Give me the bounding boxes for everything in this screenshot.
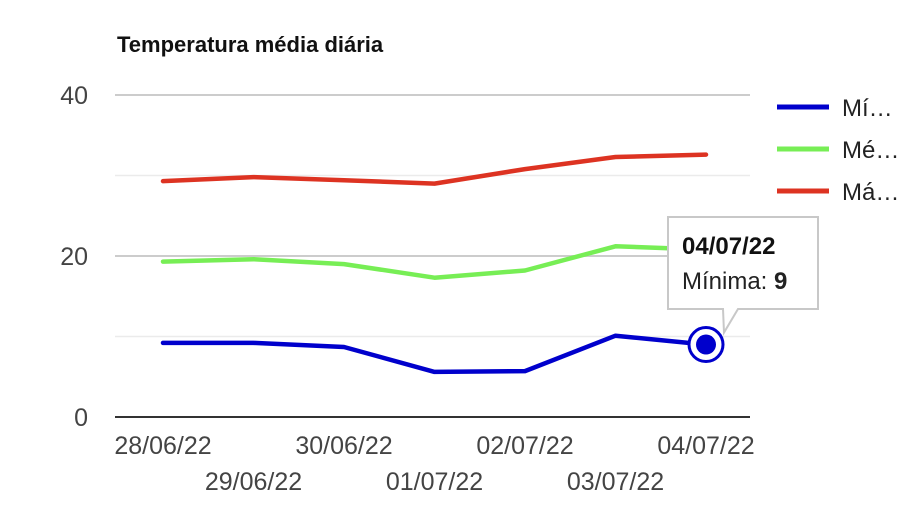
tooltip-date: 04/07/22	[682, 233, 775, 260]
tooltip: 04/07/22 Mínima: 9	[667, 216, 819, 364]
chart-title: Temperatura média diária	[117, 32, 384, 57]
series-line	[160, 244, 709, 280]
x-axis-ticks: 28/06/22 29/06/22 30/06/22 01/07/22 02/07/22…	[114, 432, 754, 496]
y-tick-label: 40	[60, 82, 88, 110]
series-line	[160, 152, 709, 186]
legend[interactable]: Mí… Mé… Má…	[777, 95, 899, 206]
x-tick-label: 03/07/22	[567, 468, 664, 496]
grid-lines	[115, 94, 750, 418]
y-tick-label: 20	[60, 243, 88, 271]
x-tick-label: 30/06/22	[295, 432, 392, 460]
tooltip-box	[667, 216, 819, 336]
legend-label: Mí…	[842, 95, 893, 122]
x-tick-label: 04/07/22	[657, 432, 754, 460]
y-axis-ticks: 0 20 40	[60, 82, 88, 432]
x-tick-label: 01/07/22	[386, 468, 483, 496]
legend-label: Mé…	[842, 137, 899, 164]
highlight-point	[696, 334, 716, 355]
series-lines	[160, 152, 709, 375]
x-tick-label: 28/06/22	[114, 432, 211, 460]
y-tick-label: 0	[74, 404, 88, 432]
tooltip-label: Mínima: 9	[682, 268, 787, 295]
series-line	[160, 333, 709, 375]
x-tick-label: 02/07/22	[476, 432, 573, 460]
legend-label: Má…	[842, 179, 899, 206]
x-tick-label: 29/06/22	[205, 468, 302, 496]
tooltip-value: 9	[774, 268, 787, 295]
